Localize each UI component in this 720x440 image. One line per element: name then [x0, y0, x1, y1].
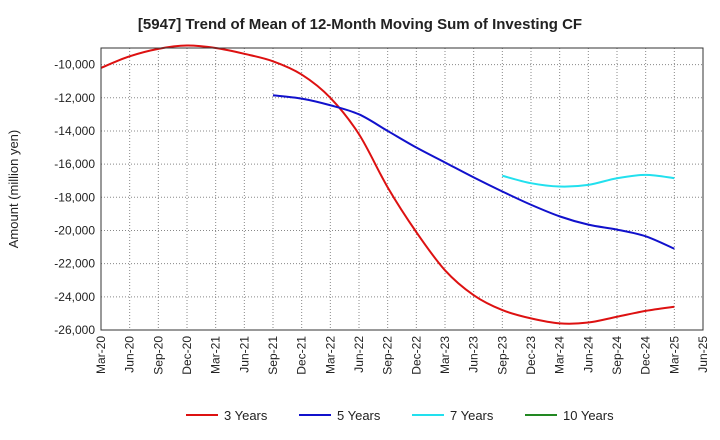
- y-axis-label: Amount (million yen): [6, 130, 21, 249]
- y-tick-label: -20,000: [54, 223, 95, 237]
- x-tick-label: Mar-25: [667, 336, 681, 374]
- chart-title: [5947] Trend of Mean of 12-Month Moving …: [138, 16, 582, 33]
- series-line-3-years: [100, 44, 675, 325]
- x-tick-label: Mar-22: [323, 336, 337, 374]
- x-tick-label: Mar-20: [94, 336, 108, 374]
- y-tick-label: -26,000: [54, 323, 95, 337]
- x-tick-label: Sep-20: [151, 336, 165, 375]
- x-tick-label: Dec-21: [295, 336, 309, 375]
- y-tick-label: -18,000: [54, 190, 95, 204]
- legend: 3 Years 5 Years 7 Years 10 Years: [186, 408, 614, 423]
- y-tick-label: -24,000: [54, 290, 95, 304]
- legend-label: 7 Years: [450, 408, 494, 423]
- x-tick-label: Sep-23: [495, 336, 509, 375]
- x-tick-label: Jun-25: [696, 336, 710, 373]
- y-axis: -10,000 -12,000 -14,000 -16,000 -18,000 -20,0…: [54, 58, 95, 337]
- legend-label: 10 Years: [563, 408, 614, 423]
- x-tick-label: Jun-20: [123, 336, 137, 373]
- x-tick-label: Dec-22: [409, 336, 423, 375]
- y-tick-label: -10,000: [54, 58, 95, 72]
- y-tick-label: -14,000: [54, 124, 95, 138]
- x-tick-label: Jun-22: [352, 336, 366, 373]
- y-tick-label: -12,000: [54, 91, 95, 105]
- x-tick-label: Jun-24: [581, 336, 595, 373]
- x-tick-label: Sep-22: [381, 336, 395, 375]
- y-tick-label: -16,000: [54, 157, 95, 171]
- x-tick-label: Dec-24: [639, 336, 653, 375]
- series-lines: [100, 44, 675, 325]
- x-tick-label: Dec-20: [180, 336, 194, 375]
- series-line-5-years: [272, 94, 675, 250]
- x-tick-label: Sep-24: [610, 336, 624, 375]
- legend-label: 3 Years: [224, 408, 268, 423]
- plot-frame: [100, 47, 704, 331]
- series-line-7-years: [502, 173, 675, 188]
- x-tick-label: Jun-23: [467, 336, 481, 373]
- x-axis: Mar-20 Jun-20 Sep-20 Dec-20 Mar-21 Jun-21 Sep-…: [94, 336, 710, 375]
- y-tick-label: -22,000: [54, 257, 95, 271]
- x-tick-label: Mar-24: [553, 336, 567, 374]
- x-tick-label: Mar-21: [209, 336, 223, 374]
- x-tick-label: Mar-23: [438, 336, 452, 374]
- x-tick-label: Sep-21: [266, 336, 280, 375]
- x-tick-label: Jun-21: [237, 336, 251, 373]
- plot-area: [101, 48, 703, 330]
- x-tick-label: Dec-23: [524, 336, 538, 375]
- legend-label: 5 Years: [337, 408, 381, 423]
